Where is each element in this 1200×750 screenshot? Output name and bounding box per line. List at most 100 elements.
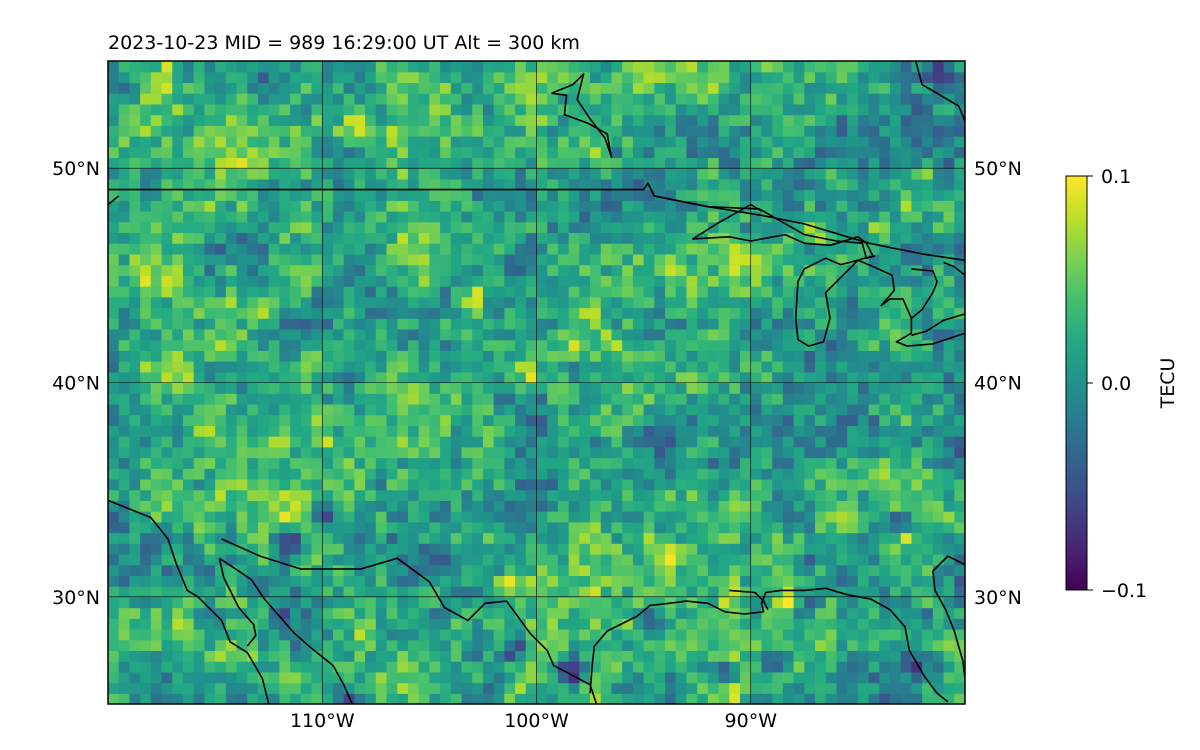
heatmap-cell bbox=[118, 521, 131, 534]
heatmap-cell bbox=[300, 157, 313, 169]
heatmap-cell bbox=[729, 628, 741, 641]
heatmap-cell bbox=[108, 532, 120, 544]
heatmap-cell bbox=[750, 500, 763, 512]
coastline bbox=[911, 313, 965, 337]
heatmap-cell bbox=[429, 511, 441, 523]
heatmap-cell bbox=[118, 425, 131, 437]
heatmap-cell bbox=[450, 350, 463, 362]
heatmap-cell bbox=[579, 607, 591, 619]
heatmap-cell bbox=[354, 468, 366, 480]
heatmap-cell bbox=[707, 339, 720, 351]
heatmap-cell bbox=[718, 328, 730, 341]
heatmap-cell bbox=[879, 178, 891, 191]
heatmap-cell bbox=[365, 393, 377, 405]
heatmap-cell bbox=[815, 61, 827, 73]
heatmap-cell bbox=[536, 178, 548, 191]
heatmap-cell bbox=[118, 275, 131, 287]
heatmap-cell bbox=[697, 275, 709, 287]
heatmap-cell bbox=[600, 521, 613, 534]
heatmap-cell bbox=[622, 211, 634, 223]
map-panel bbox=[107, 60, 966, 705]
heatmap-cell bbox=[150, 146, 163, 159]
coastline bbox=[794, 259, 965, 347]
heatmap-cell bbox=[879, 478, 891, 491]
heatmap-cell bbox=[718, 189, 730, 201]
heatmap-cell bbox=[707, 211, 720, 223]
heatmap-cell bbox=[300, 61, 313, 73]
heatmap-cell bbox=[654, 146, 666, 159]
heatmap-cell bbox=[815, 189, 827, 201]
heatmap-cell bbox=[718, 618, 730, 630]
heatmap-cell bbox=[890, 253, 902, 266]
heatmap-cell bbox=[675, 446, 688, 459]
heatmap-cell bbox=[611, 693, 623, 704]
heatmap-cell bbox=[150, 264, 163, 276]
heatmap-cell bbox=[182, 671, 195, 684]
heatmap-cell bbox=[740, 682, 752, 694]
heatmap-cell bbox=[557, 682, 570, 694]
heatmap-cell bbox=[836, 682, 848, 694]
heatmap-cell bbox=[868, 328, 880, 341]
heatmap-cell bbox=[461, 553, 473, 566]
heatmap-cell bbox=[450, 157, 463, 169]
heatmap-cell bbox=[311, 436, 323, 448]
heatmap-cell bbox=[857, 189, 870, 201]
heatmap-cell bbox=[686, 168, 698, 180]
heatmap-cell bbox=[429, 157, 441, 169]
heatmap-cell bbox=[290, 211, 302, 223]
heatmap-cell bbox=[140, 511, 152, 523]
heatmap-cell bbox=[847, 521, 859, 534]
heatmap-cell bbox=[440, 275, 452, 287]
heatmap-cell bbox=[257, 286, 270, 298]
heatmap-cell bbox=[247, 489, 259, 501]
heatmap-cell bbox=[536, 425, 548, 437]
heatmap-cell bbox=[911, 178, 923, 191]
heatmap-cell bbox=[675, 243, 688, 255]
heatmap-cell bbox=[268, 468, 280, 480]
heatmap-cell bbox=[654, 596, 666, 609]
heatmap-cell bbox=[922, 628, 934, 641]
heatmap-cell bbox=[418, 532, 430, 544]
heatmap-cell bbox=[857, 682, 870, 694]
heatmap-cell bbox=[600, 200, 613, 212]
heatmap-cell bbox=[622, 328, 634, 341]
heatmap-cell bbox=[375, 521, 388, 534]
heatmap-cell bbox=[622, 414, 634, 426]
heatmap-cell bbox=[740, 221, 752, 234]
heatmap-cell bbox=[247, 275, 259, 287]
heatmap-cell bbox=[225, 168, 238, 180]
heatmap-cell bbox=[515, 425, 527, 437]
heatmap-cell bbox=[611, 221, 623, 234]
heatmap-cell bbox=[440, 586, 452, 598]
heatmap-cell bbox=[118, 457, 131, 469]
heatmap-cell bbox=[247, 339, 259, 351]
heatmap-cell bbox=[150, 575, 163, 587]
heatmap-cell bbox=[150, 521, 163, 534]
heatmap-cell bbox=[900, 136, 913, 148]
heatmap-cell bbox=[440, 628, 452, 641]
heatmap-cell bbox=[108, 114, 120, 126]
heatmap-cell bbox=[193, 189, 206, 201]
heatmap-cell bbox=[279, 436, 291, 448]
heatmap-cell bbox=[247, 671, 259, 684]
heatmap-cell bbox=[954, 146, 965, 159]
heatmap-cell bbox=[182, 307, 195, 319]
map-frame bbox=[107, 60, 966, 705]
heatmap-cell bbox=[600, 436, 613, 448]
heatmap-cell bbox=[643, 157, 655, 169]
heatmap-cell bbox=[922, 521, 934, 534]
heatmap-cell bbox=[772, 125, 784, 137]
heatmap-cell bbox=[815, 211, 827, 223]
heatmap-cell bbox=[890, 296, 902, 309]
heatmap-cell bbox=[172, 468, 184, 480]
heatmap-cell bbox=[193, 221, 206, 234]
heatmap-cell bbox=[343, 232, 355, 244]
heatmap-cell bbox=[815, 671, 827, 684]
heatmap-cell bbox=[525, 82, 538, 94]
heatmap-cell bbox=[579, 639, 591, 652]
heatmap-cell bbox=[515, 200, 527, 212]
heatmap-cell bbox=[129, 671, 141, 684]
heatmap-cell bbox=[857, 446, 870, 459]
heatmap-cell bbox=[332, 564, 345, 576]
heatmap-cell bbox=[557, 511, 570, 523]
